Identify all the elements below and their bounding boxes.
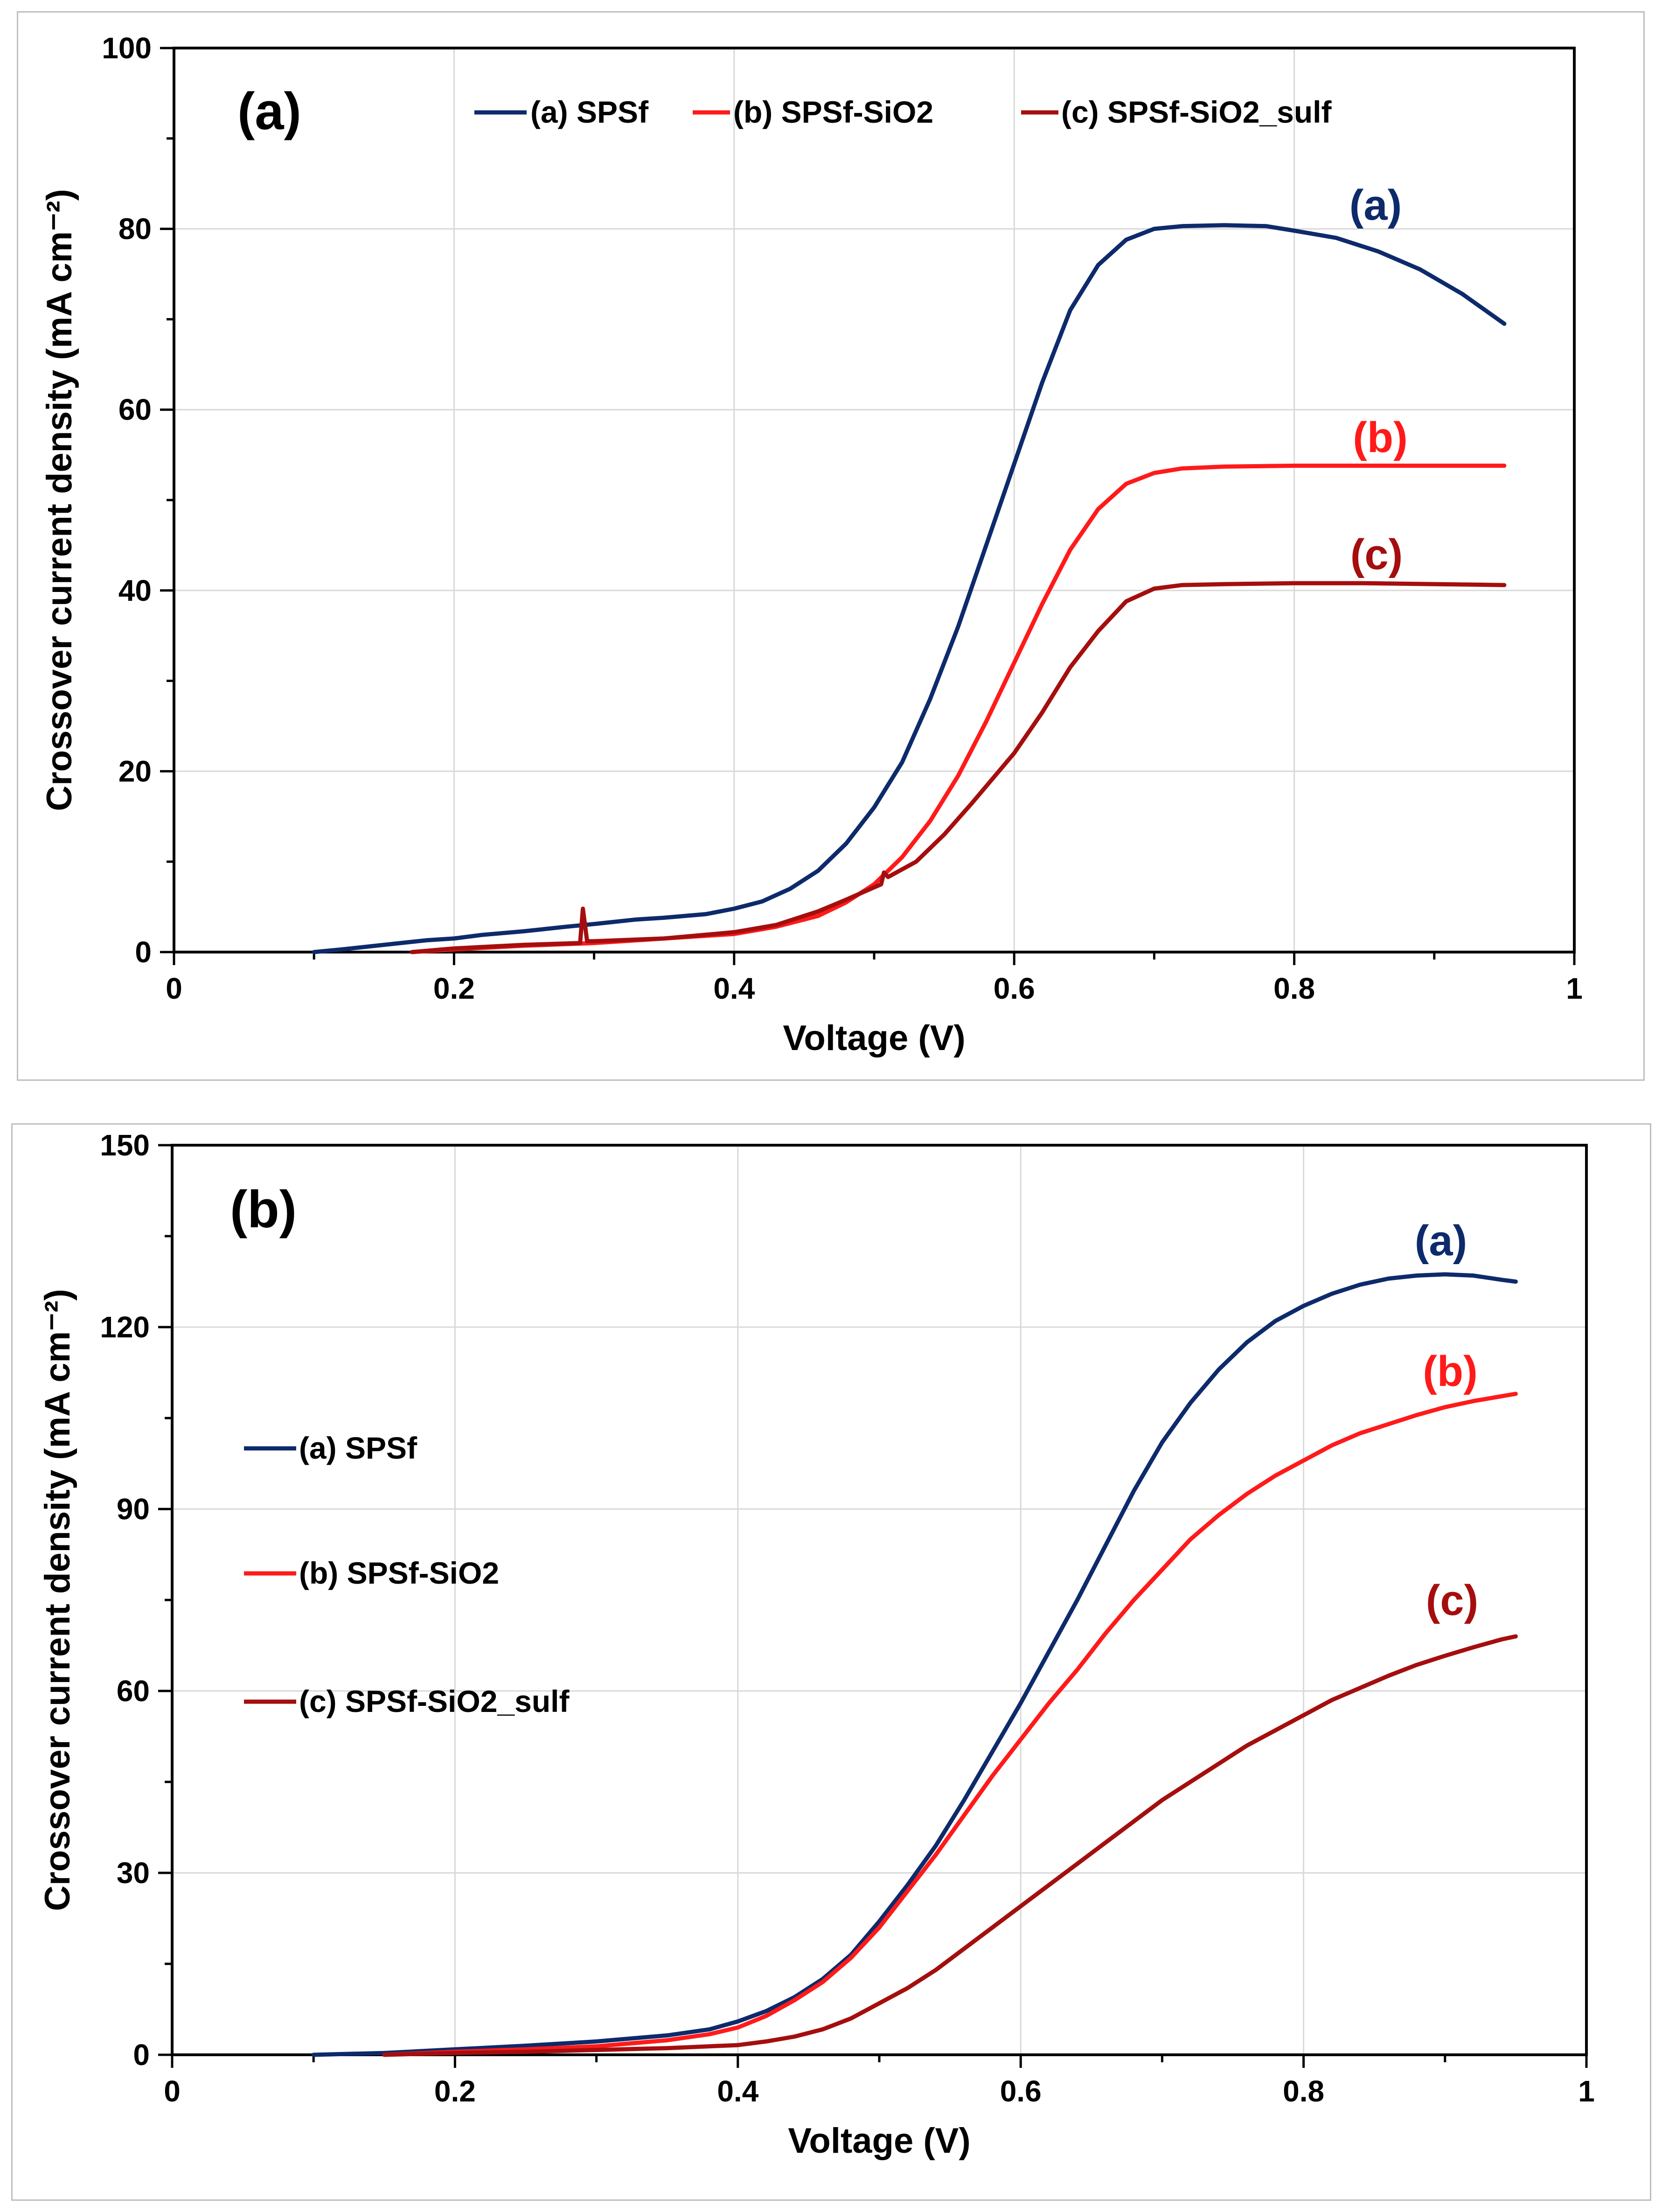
x-tick-label: 0.8 [1283, 2074, 1324, 2108]
x-tick-label: 0.4 [717, 2074, 758, 2108]
series-line-b [382, 1391, 1518, 2057]
x-tick-label: 0.6 [1000, 2074, 1042, 2108]
legend-entry: (a) SPSf [299, 1431, 417, 1465]
x-tick-label: 0.2 [434, 2074, 476, 2108]
chart-panel-b: 0 0.2 0.4 0.6 0.8 1 0 30 60 90 120 150 Voltage (V) Cr… [11, 1123, 1651, 2201]
chart-panel-a: 0 0.2 0.4 0.6 0.8 1 0 20 40 60 80 100 Voltage (V) Cro… [17, 11, 1645, 1081]
x-tick-label: 0 [164, 2074, 181, 2108]
x-tick-label: 0 [166, 972, 182, 1005]
chart-b-ticks: 0 0.2 0.4 0.6 0.8 1 0 30 60 90 120 150 [100, 1128, 1595, 2108]
legend-entry: (c) SPSf-SiO2_sulf [1061, 95, 1332, 129]
legend-entry: (c) SPSf-SiO2_sulf [299, 1684, 570, 1718]
curve-label-c: (c) [1426, 1577, 1478, 1624]
chart-a-x-axis-title: Voltage (V) [783, 1018, 965, 1058]
x-tick-label: 1 [1566, 972, 1583, 1005]
legend-entry: (b) SPSf-SiO2 [299, 1556, 499, 1590]
chart-b-x-axis-title: Voltage (V) [788, 2121, 970, 2161]
chart-a-y-axis-title: Crossover current density (mA cm⁻²) [40, 189, 79, 811]
curve-label-b: (b) [1423, 1348, 1477, 1395]
x-tick-label: 0.2 [433, 972, 475, 1005]
chart-b-legend: (a) SPSf (b) SPSf-SiO2 (c) SPSf-SiO2_sulf [244, 1431, 570, 1718]
y-tick-label: 0 [135, 935, 152, 969]
chart-a-svg: 0 0.2 0.4 0.6 0.8 1 0 20 40 60 80 100 Voltage (V) Cro… [40, 31, 1583, 1058]
y-tick-label: 20 [118, 754, 152, 788]
series-line-b [410, 463, 1507, 954]
series-line-a [311, 1272, 1518, 2057]
chart-b-panel-letter: (b) [230, 1180, 297, 1238]
y-tick-label: 60 [117, 1674, 150, 1708]
y-tick-label: 0 [133, 2038, 150, 2072]
y-tick-label: 90 [117, 1492, 150, 1526]
curve-label-a: (a) [1349, 181, 1402, 229]
legend-entry: (a) SPSf [530, 95, 649, 129]
y-tick-label: 30 [117, 1856, 150, 1890]
legend-entry: (b) SPSf-SiO2 [733, 95, 933, 129]
y-tick-label: 80 [118, 212, 152, 246]
curve-label-c: (c) [1350, 531, 1403, 578]
y-tick-label: 100 [102, 31, 152, 65]
series-line-c [410, 581, 1507, 954]
x-tick-label: 0.8 [1273, 972, 1315, 1005]
curve-label-a: (a) [1415, 1217, 1467, 1265]
x-tick-label: 0.6 [994, 972, 1035, 1005]
chart-a-ticks: 0 0.2 0.4 0.6 0.8 1 0 20 40 60 80 100 [102, 31, 1583, 1005]
y-tick-label: 120 [100, 1310, 150, 1344]
series-line-c [382, 1634, 1518, 2057]
y-tick-label: 40 [118, 574, 152, 607]
y-tick-label: 150 [100, 1128, 150, 1162]
series-line-a [312, 223, 1507, 954]
x-tick-label: 0.4 [713, 972, 755, 1005]
y-tick-label: 60 [118, 393, 152, 426]
chart-a-legend: (a) SPSf (b) SPSf-SiO2 (c) SPSf-SiO2_sulf [474, 95, 1332, 129]
x-tick-label: 1 [1578, 2074, 1595, 2108]
curve-label-b: (b) [1353, 414, 1407, 461]
chart-a-panel-letter: (a) [237, 82, 301, 140]
chart-b-y-axis-title: Crossover current density (mA cm⁻²) [38, 1289, 77, 1911]
chart-b-svg: 0 0.2 0.4 0.6 0.8 1 0 30 60 90 120 150 Voltage (V) Cr… [38, 1128, 1595, 2161]
